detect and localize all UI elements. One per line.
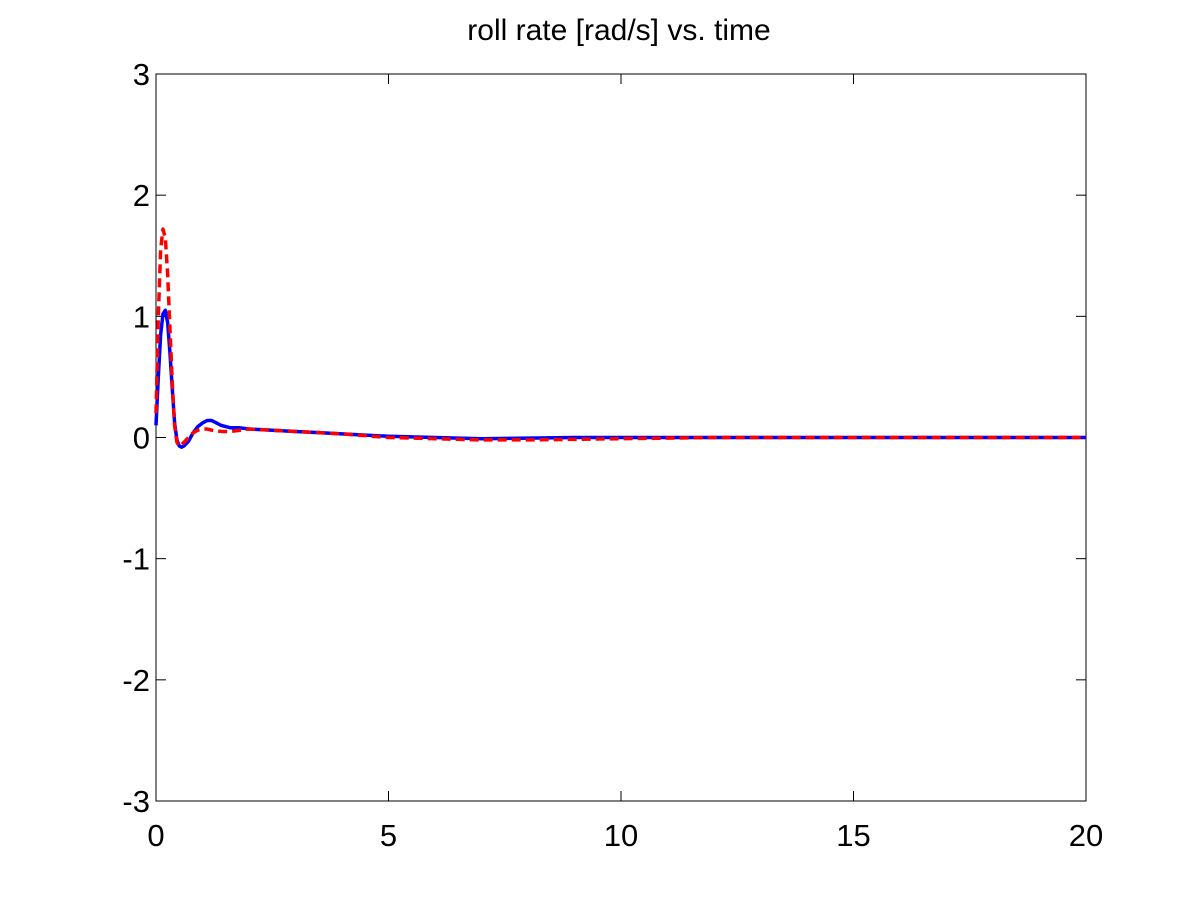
chart-title: roll rate [rad/s] vs. time <box>467 14 770 47</box>
x-tick-label: 10 <box>604 818 638 853</box>
y-tick-label: 3 <box>133 57 150 92</box>
y-tick-label: 1 <box>133 299 150 334</box>
x-tick-label: 5 <box>380 818 397 853</box>
y-tick-label: 0 <box>133 421 150 456</box>
series-line-red-dashed <box>154 227 1086 448</box>
y-tick-label: 2 <box>133 178 150 213</box>
x-tick-label: 0 <box>147 818 164 853</box>
plot-area: 0 5 10 15 20 -3 -2 -1 0 1 2 3 <box>122 57 1103 853</box>
x-tick-label: 20 <box>1069 818 1103 853</box>
y-tick-label: -3 <box>122 784 150 819</box>
series-line-blue-solid <box>154 308 1086 449</box>
x-tick-label: 15 <box>836 818 870 853</box>
y-tick-label: -2 <box>122 663 150 698</box>
y-tick-label: -1 <box>122 542 150 577</box>
